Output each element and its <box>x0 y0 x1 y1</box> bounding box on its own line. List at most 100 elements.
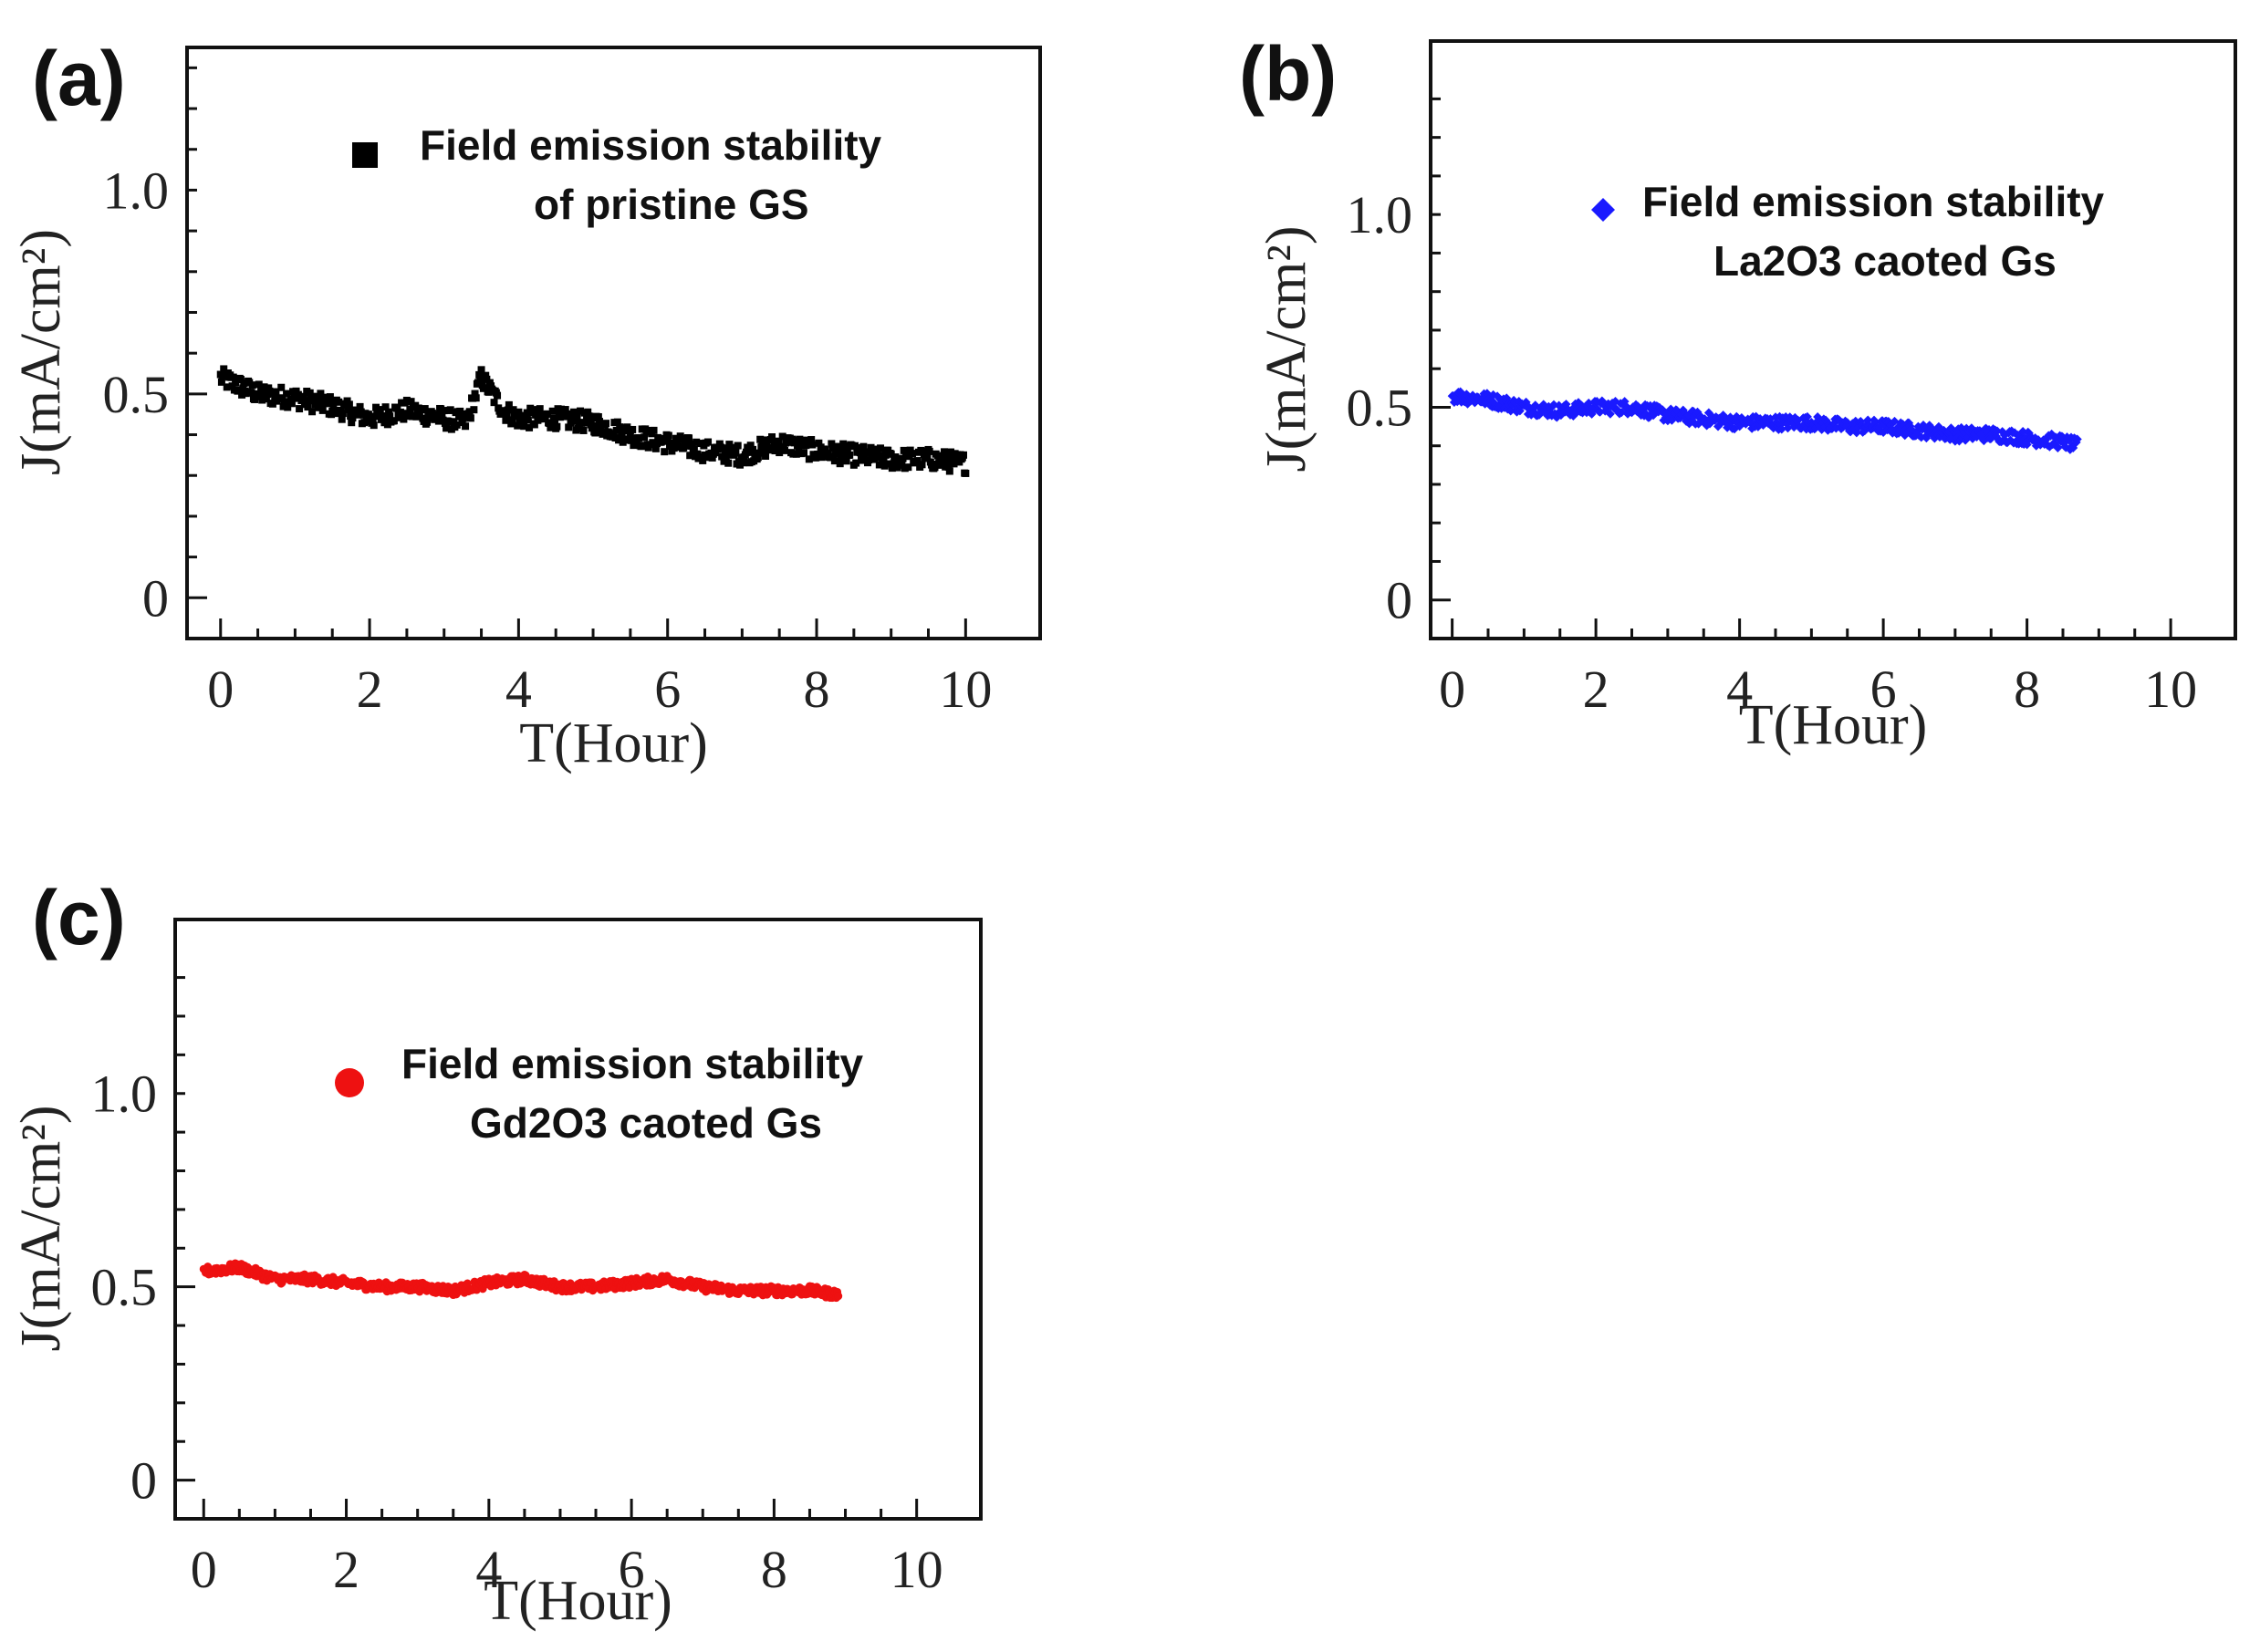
panel-label: (c) <box>32 875 126 961</box>
data-point <box>591 429 599 437</box>
data-point <box>255 380 263 389</box>
data-point <box>503 411 511 420</box>
x-tick-label: 10 <box>2144 660 2197 719</box>
data-point <box>344 405 352 413</box>
data-series <box>1447 387 2082 454</box>
data-point <box>937 461 945 469</box>
data-point <box>476 376 484 384</box>
data-point <box>296 405 304 413</box>
data-point <box>754 453 762 462</box>
data-point <box>745 448 753 456</box>
data-point <box>626 431 634 439</box>
data-point <box>477 366 485 374</box>
data-point <box>236 376 245 384</box>
data-point <box>829 452 838 461</box>
data-point <box>349 414 357 422</box>
panel-b: 0 2 4 6 8 10 0 0.5 1.0 T(Hour) J(mA/cm²) (b) Field e… <box>1239 31 2237 756</box>
data-point <box>661 448 669 456</box>
x-tick-label: 2 <box>1583 660 1609 719</box>
data-point <box>348 419 356 427</box>
data-point <box>386 412 394 421</box>
data-point <box>950 460 958 468</box>
legend-text: Field emission stability <box>401 1040 864 1087</box>
data-point <box>855 443 863 452</box>
plot-frame <box>173 918 983 1521</box>
data-point <box>465 408 474 416</box>
data-point <box>909 450 917 458</box>
data-point <box>536 405 544 413</box>
data-point <box>639 442 647 450</box>
data-point <box>838 450 847 458</box>
data-point <box>724 459 733 467</box>
data-point <box>453 421 461 429</box>
data-point <box>412 412 421 421</box>
data-point <box>364 410 372 419</box>
data-point <box>509 406 517 414</box>
data-point <box>925 447 933 455</box>
data-point <box>1993 426 2002 436</box>
data-point <box>238 390 246 399</box>
x-tick-label: 4 <box>1726 660 1753 719</box>
data-point <box>693 438 701 446</box>
data-point <box>541 414 549 422</box>
data-point <box>400 415 408 423</box>
data-point <box>828 440 836 448</box>
data-point <box>523 409 531 417</box>
legend-text: Field emission stability <box>420 121 882 169</box>
data-point <box>1783 423 1793 433</box>
data-point <box>868 451 876 459</box>
data-point <box>762 452 770 460</box>
data-point <box>947 448 955 456</box>
data-point <box>440 407 448 415</box>
data-point <box>1890 416 1900 426</box>
data-point <box>338 415 346 423</box>
data-point <box>807 436 816 444</box>
data-point <box>755 449 764 457</box>
data-point <box>376 406 384 414</box>
legend-marker-diamond <box>1591 198 1615 222</box>
data-point <box>893 463 901 472</box>
data-point <box>881 451 890 459</box>
data-point <box>526 423 534 431</box>
data-point <box>505 400 513 409</box>
data-point <box>393 404 401 412</box>
x-tick-label: 8 <box>761 1540 787 1599</box>
data-point <box>960 451 968 459</box>
data-point <box>565 423 573 431</box>
data-point <box>356 402 364 410</box>
data-point <box>2053 443 2063 453</box>
data-point <box>446 406 454 414</box>
data-point <box>258 396 266 404</box>
data-point <box>842 457 850 465</box>
data-point <box>317 390 325 398</box>
data-point <box>470 406 478 414</box>
data-point <box>852 459 860 467</box>
data-point <box>575 424 583 432</box>
data-point <box>463 1279 472 1288</box>
data-point <box>815 439 823 447</box>
data-point <box>381 403 390 411</box>
data-point <box>596 418 604 426</box>
data-point <box>629 425 637 433</box>
data-point <box>791 436 799 444</box>
data-point <box>918 461 926 469</box>
data-point <box>287 400 296 408</box>
data-point <box>734 442 742 450</box>
data-point <box>494 391 502 400</box>
data-point <box>481 384 489 392</box>
data-point <box>326 393 334 401</box>
data-point <box>708 453 716 462</box>
data-point <box>867 443 875 452</box>
data-point <box>322 393 330 401</box>
data-point <box>630 442 638 450</box>
x-tick-label: 0 <box>191 1540 217 1599</box>
data-point <box>423 418 432 426</box>
data-point <box>304 403 312 411</box>
data-point <box>407 398 415 406</box>
data-point <box>594 412 602 421</box>
data-point <box>324 397 332 405</box>
data-point <box>308 408 317 416</box>
data-point <box>561 406 569 414</box>
data-point <box>904 463 912 472</box>
data-point <box>641 433 649 442</box>
